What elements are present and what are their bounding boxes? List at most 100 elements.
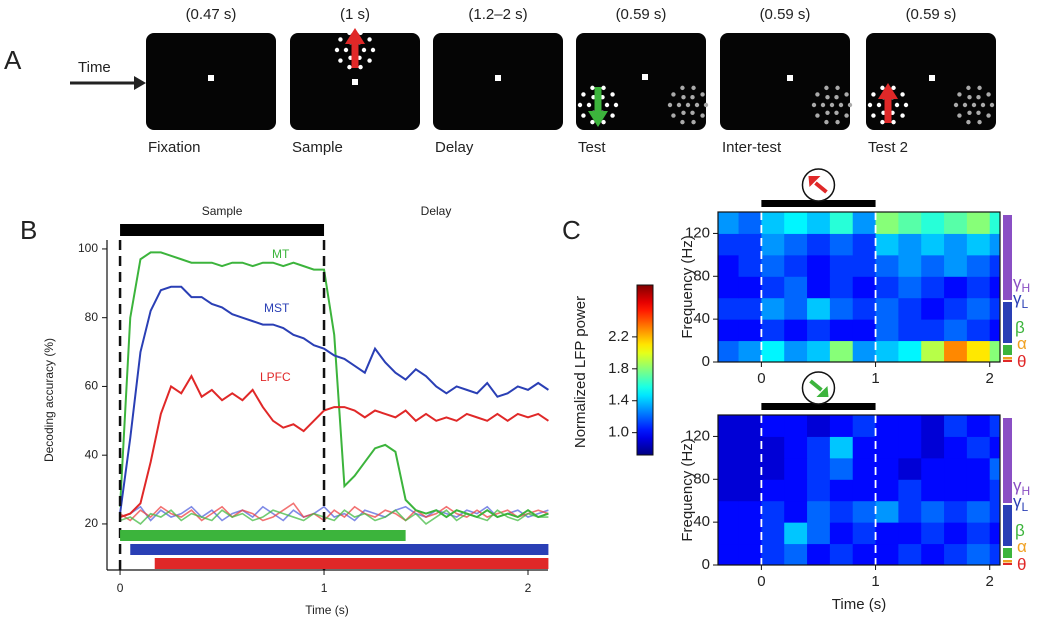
heatmap-cell <box>944 297 968 320</box>
heatmap <box>718 212 1000 362</box>
dot <box>977 85 982 91</box>
colorbar-tick-label: 1.0 <box>608 424 629 441</box>
y-tick-label: 80 <box>85 310 99 324</box>
band-bracket <box>1003 360 1012 362</box>
heatmap-cell <box>829 479 854 502</box>
colorbar <box>636 284 654 456</box>
band-bracket <box>1003 560 1012 563</box>
heatmap-cell <box>718 436 740 459</box>
heatmap-cell <box>852 319 877 342</box>
heatmap-cell <box>829 340 854 362</box>
motion-arrow-head <box>878 83 898 99</box>
heatmap-cell <box>829 319 854 342</box>
heatmap-cell <box>898 276 922 299</box>
heatmap-cell <box>829 297 854 320</box>
heatmap-cell <box>852 500 877 523</box>
dot <box>876 102 882 108</box>
dot <box>844 92 849 97</box>
dot <box>986 92 991 97</box>
heatmap-cell <box>761 479 785 502</box>
colorbar-tick-label: 1.8 <box>608 360 629 377</box>
dot <box>338 58 343 63</box>
dot <box>358 64 363 70</box>
dot <box>894 102 900 108</box>
heatmap-cell <box>807 522 831 545</box>
dot <box>338 37 343 42</box>
direction-arrow-head <box>808 176 821 187</box>
dot <box>838 102 844 108</box>
heatmap-cell <box>761 340 785 362</box>
heatmap-cell <box>761 500 785 523</box>
heatmap-cell <box>966 522 991 545</box>
y-tick-label: 60 <box>85 379 99 393</box>
heatmap-cell <box>898 436 922 459</box>
dot <box>957 92 962 97</box>
heatmap-cell <box>898 233 922 256</box>
dot <box>811 102 817 108</box>
y-axis-title: Frequency (Hz) <box>679 235 696 338</box>
heatmap-cell <box>966 457 991 480</box>
dot <box>967 95 972 100</box>
band-symbol: γ <box>1013 492 1022 511</box>
heatmap-cell <box>718 500 740 523</box>
heatmap-cell <box>898 522 922 545</box>
x-tick-label: 0 <box>757 573 765 590</box>
heatmap-cell <box>807 415 831 437</box>
band-symbol: γ <box>1013 476 1022 495</box>
heatmap-cell <box>807 212 831 234</box>
frame <box>717 414 1001 566</box>
heatmap-cell <box>966 415 991 437</box>
x-tick-label: 2 <box>986 370 994 387</box>
dot <box>694 102 700 108</box>
dot <box>690 110 695 115</box>
heatmap-cell <box>738 500 762 523</box>
band-symbol: θ <box>1017 352 1026 371</box>
heatmap-cell <box>807 297 831 320</box>
heatmap-cell <box>875 276 899 299</box>
heatmap-cell <box>718 276 740 299</box>
epoch-name: Inter-test <box>722 139 782 156</box>
heatmap-cell <box>875 436 899 459</box>
dot <box>358 30 363 36</box>
heatmap-cell <box>829 233 854 256</box>
heatmap-cell <box>921 436 945 459</box>
heatmap-cell <box>921 297 945 320</box>
dot <box>976 95 981 100</box>
dot <box>586 102 592 108</box>
heatmap <box>718 415 1000 565</box>
dot <box>581 92 586 97</box>
band-bracket <box>1003 505 1012 546</box>
heatmap-cell <box>898 479 922 502</box>
dot <box>367 37 372 42</box>
dot <box>835 85 840 91</box>
heatmap-cell <box>921 522 945 545</box>
heatmap-cell <box>738 297 762 320</box>
heatmap-cell <box>784 543 808 565</box>
heatmap-cell <box>989 319 1000 342</box>
heatmap-cell <box>875 233 899 256</box>
y-tick-label: 40 <box>85 447 99 461</box>
heatmap-cell <box>784 233 808 256</box>
x-tick-label: 2 <box>525 581 532 595</box>
heatmap-cell <box>966 500 991 523</box>
heatmap-cell <box>761 319 785 342</box>
fixation-point <box>495 75 501 81</box>
time-arrow-head <box>134 76 146 90</box>
dot <box>962 102 968 108</box>
heatmap-cell <box>966 319 991 342</box>
stimulus-bar <box>761 200 876 207</box>
dot <box>880 85 885 91</box>
band-bracket <box>1003 302 1012 343</box>
dot <box>847 102 853 108</box>
band-label: α <box>1017 334 1027 353</box>
screen <box>146 33 276 130</box>
heatmap-cell <box>738 415 762 437</box>
epoch-name: Test 2 <box>868 139 908 156</box>
heatmap-cell <box>966 297 991 320</box>
band-bracket <box>1003 357 1012 360</box>
dot <box>690 95 695 100</box>
epoch-name: Delay <box>435 139 474 156</box>
band-label: β <box>1015 521 1025 540</box>
heatmap-cell <box>852 415 877 437</box>
heatmap-cell <box>761 457 785 480</box>
